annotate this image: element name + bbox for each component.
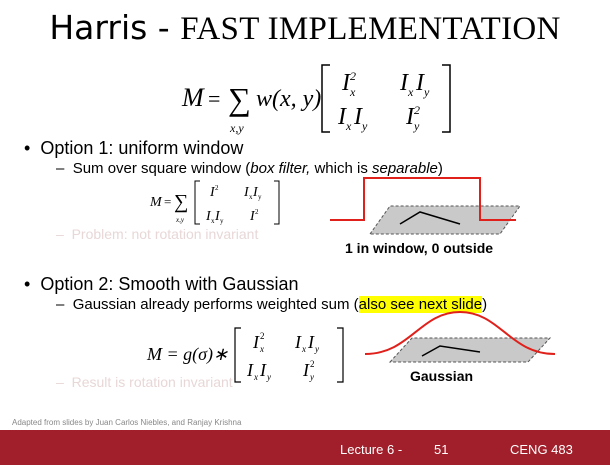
box-shape: [399, 211, 461, 225]
main-equation: M = ∑ x,y w(x, y) I 2 x I x I y I x I y …: [181, 64, 451, 135]
svg-text:I: I: [252, 185, 259, 200]
svg-text:y: y: [423, 85, 430, 99]
svg-text:x: x: [349, 85, 356, 99]
svg-text:2: 2: [350, 69, 356, 83]
svg-text:I: I: [214, 209, 221, 224]
option1-sub: – Sum over square window (box filter, wh…: [56, 160, 443, 177]
svg-text:x: x: [211, 217, 215, 225]
svg-text:2: 2: [260, 331, 265, 341]
svg-text:∑: ∑: [174, 191, 188, 213]
svg-text:I: I: [205, 209, 212, 224]
svg-text:y: y: [361, 119, 368, 133]
title-caps: FAST IMPLEMENTATION: [180, 11, 561, 47]
cell-ixiy: I: [399, 70, 409, 96]
svg-text:x: x: [301, 344, 306, 354]
slide-title: Harris - FAST IMPLEMENTATION: [0, 6, 610, 51]
highlight-next-slide: also see next slide: [358, 296, 483, 313]
cell-ix2: I: [341, 70, 351, 96]
cell-iy2: I: [405, 104, 415, 130]
svg-text:x: x: [253, 372, 258, 382]
svg-text:y: y: [413, 119, 420, 133]
eq-sum-sub: x,y: [229, 121, 244, 135]
svg-text:I: I: [243, 185, 250, 200]
svg-text:y: y: [309, 372, 314, 382]
option2-equation: M = g(σ)∗ I 2 x I x I y I x I y I 2 y: [146, 327, 344, 383]
gaussian-shape: [421, 345, 481, 357]
svg-text:2: 2: [255, 208, 259, 216]
svg-text:2: 2: [414, 103, 420, 117]
svg-text:2: 2: [215, 184, 219, 192]
svg-text:I: I: [259, 360, 267, 380]
svg-text:x: x: [345, 119, 352, 133]
svg-text:I: I: [246, 360, 254, 380]
eq-weight: w(x, y): [256, 86, 321, 112]
svg-text:I: I: [353, 104, 363, 130]
box-caption: 1 in window, 0 outside: [345, 240, 494, 256]
svg-text:x: x: [259, 344, 264, 354]
option2-bullet: • Option 2: Smooth with Gaussian: [24, 274, 299, 294]
gaussian-diagram: [364, 310, 556, 363]
eq2-lhs: M = g(σ)∗: [146, 344, 228, 365]
option1-equation: M = ∑ x,y I 2 I x I y I x I y I 2: [149, 180, 280, 225]
option1-ghost: – Problem: not rotation invariant: [56, 226, 259, 242]
svg-text:M: M: [149, 195, 163, 210]
box-window-curve: [330, 177, 516, 221]
svg-text:I: I: [249, 209, 256, 224]
svg-text:I: I: [302, 360, 310, 380]
svg-text:y: y: [266, 372, 271, 382]
eq-lhs: M: [181, 83, 205, 112]
footer-bar: [0, 430, 610, 465]
svg-text:I: I: [252, 332, 260, 352]
cell-ixiy-2: I: [337, 104, 347, 130]
footer-lecture: Lecture 6 -: [340, 442, 403, 457]
svg-text:I: I: [209, 185, 216, 200]
box-filter-diagram: [330, 177, 521, 235]
gaussian-caption: Gaussian: [410, 368, 474, 384]
svg-text:y: y: [258, 193, 262, 201]
svg-text:I: I: [307, 332, 315, 352]
svg-text:x: x: [249, 193, 253, 201]
eq-sum: ∑: [228, 81, 251, 117]
option2-text: Option 2: Smooth with Gaussian: [40, 274, 299, 294]
svg-text:x: x: [407, 85, 414, 99]
svg-text:y: y: [220, 217, 224, 225]
svg-text:x,y: x,y: [175, 216, 185, 224]
footer-course: CENG 483: [510, 442, 573, 457]
title-main: Harris -: [49, 8, 181, 47]
footer-page: 51: [434, 442, 449, 457]
matrix-left-bracket: [321, 64, 330, 133]
gaussian-curve: [364, 310, 556, 355]
slide-credit: Adapted from slides by Juan Carlos Niebl…: [12, 418, 242, 427]
svg-text:2: 2: [310, 359, 315, 369]
svg-text:I: I: [415, 70, 425, 96]
matrix-right-bracket: [442, 64, 451, 133]
option2-sub: – Gaussian already performs weighted sum…: [56, 296, 488, 313]
option1-bullet: • Option 1: uniform window: [24, 138, 244, 158]
svg-text:I: I: [294, 332, 302, 352]
svg-text:=: =: [164, 194, 171, 209]
svg-text:y: y: [314, 344, 319, 354]
option1-text: Option 1: uniform window: [40, 138, 244, 158]
option2-ghost: – Result is rotation invariant: [56, 374, 233, 390]
eq-equals: =: [208, 86, 220, 111]
